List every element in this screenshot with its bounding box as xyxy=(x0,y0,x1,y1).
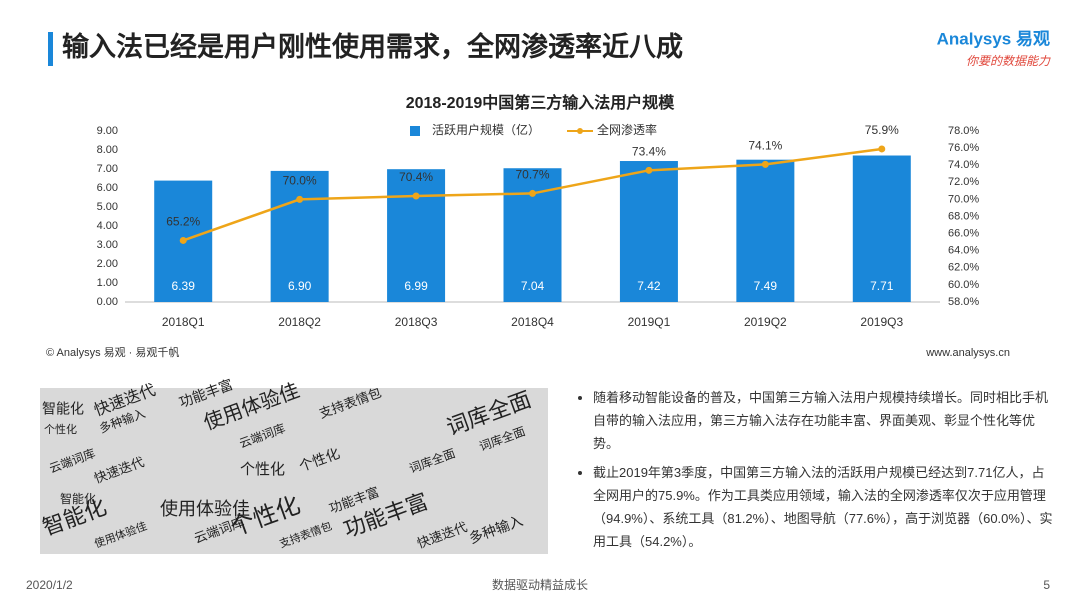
y2-tick-label: 66.0% xyxy=(948,228,979,240)
y-tick-label: 8.00 xyxy=(97,144,118,156)
line-point xyxy=(529,189,536,197)
y2-tick-label: 72.0% xyxy=(948,176,979,188)
line-value-label: 70.7% xyxy=(515,168,549,182)
x-tick-label: 2018Q2 xyxy=(278,315,321,329)
slide-title: 输入法已经是用户刚性使用需求，全网渗透率近八成 xyxy=(62,31,683,62)
y-tick-label: 1.00 xyxy=(97,277,118,289)
word-cloud-bg xyxy=(40,388,548,554)
page-number: 5 xyxy=(1043,578,1050,592)
x-tick-label: 2018Q3 xyxy=(395,315,438,329)
word-cloud-word: 使用体验佳 xyxy=(160,499,250,519)
x-tick-label: 2018Q4 xyxy=(511,315,554,329)
bar xyxy=(736,159,795,302)
y2-tick-label: 70.0% xyxy=(948,193,979,205)
line-point xyxy=(878,145,886,153)
line-point xyxy=(296,195,304,203)
line-value-label: 70.4% xyxy=(399,170,433,184)
y2-tick-label: 64.0% xyxy=(948,245,979,257)
line-point xyxy=(761,160,769,168)
legend-swatch xyxy=(410,126,420,136)
y2-tick-label: 62.0% xyxy=(948,262,979,274)
y2-tick-label: 76.0% xyxy=(948,142,979,154)
line-value-label: 73.4% xyxy=(632,145,666,159)
line-value-label: 65.2% xyxy=(166,215,200,229)
line-point xyxy=(179,236,187,244)
y2-tick-label: 78.0% xyxy=(948,125,979,137)
legend-swatch xyxy=(577,128,583,134)
bar xyxy=(852,155,911,302)
word-cloud-word: 个性化 xyxy=(240,461,285,478)
y-tick-label: 0.00 xyxy=(97,296,118,308)
bar xyxy=(619,161,678,302)
word-cloud-word: 个性化 xyxy=(44,422,77,436)
legend-label: 全网渗透率 xyxy=(597,122,657,137)
bar-value-label: 7.71 xyxy=(870,279,894,293)
bar-value-label: 7.04 xyxy=(521,279,545,293)
bar-value-label: 6.90 xyxy=(288,279,312,293)
line-value-label: 70.0% xyxy=(283,174,317,188)
word-cloud-word: 智能化 xyxy=(42,401,84,417)
line-point xyxy=(645,166,653,174)
logo: Analysys 易观 xyxy=(937,29,1050,48)
line-point xyxy=(412,192,420,200)
bullet: 随着移动智能设备的普及，中国第三方输入法用户规模持续增长。同时相比手机自带的输入… xyxy=(593,386,1053,455)
y2-tick-label: 68.0% xyxy=(948,210,979,222)
footer-date: 2020/1/2 xyxy=(26,578,73,592)
line-value-label: 74.1% xyxy=(748,139,782,153)
bar-value-label: 6.99 xyxy=(404,279,428,293)
bullet-list: 随着移动智能设备的普及，中国第三方输入法用户规模持续增长。同时相比手机自带的输入… xyxy=(575,386,1053,559)
bar-value-label: 7.42 xyxy=(637,279,661,293)
x-tick-label: 2019Q1 xyxy=(628,315,671,329)
bar-value-label: 7.49 xyxy=(754,279,778,293)
word-cloud-word: 智能化 xyxy=(60,491,96,506)
y-tick-label: 6.00 xyxy=(97,182,118,194)
website: www.analysys.cn xyxy=(925,347,1010,359)
line-value-label: 75.9% xyxy=(865,123,899,137)
footer-slogan: 数据驱动精益成长 xyxy=(492,577,588,592)
x-tick-label: 2018Q1 xyxy=(162,315,205,329)
bullet: 截止2019年第3季度，中国第三方输入法的活跃用户规模已经达到7.71亿人，占全… xyxy=(593,461,1053,553)
y-tick-label: 9.00 xyxy=(97,125,118,137)
bar xyxy=(387,169,446,302)
y-tick-label: 3.00 xyxy=(97,239,118,251)
chart-title: 2018-2019中国第三方输入法用户规模 xyxy=(406,93,676,112)
logo-slogan: 你要的数据能力 xyxy=(966,54,1051,68)
bar xyxy=(270,170,329,302)
x-tick-label: 2019Q3 xyxy=(860,315,903,329)
legend-label: 活跃用户规模（亿） xyxy=(432,122,540,137)
y-tick-label: 4.00 xyxy=(97,220,118,232)
bar-value-label: 6.39 xyxy=(172,279,196,293)
y-tick-label: 5.00 xyxy=(97,201,118,213)
title-accent xyxy=(48,32,53,66)
y2-tick-label: 58.0% xyxy=(948,296,979,308)
y2-tick-label: 74.0% xyxy=(948,159,979,171)
y-tick-label: 2.00 xyxy=(97,258,118,270)
x-tick-label: 2019Q2 xyxy=(744,315,787,329)
y2-tick-label: 60.0% xyxy=(948,279,979,291)
source: © Analysys 易观 · 易观千帆 xyxy=(46,345,179,359)
y-tick-label: 7.00 xyxy=(97,163,118,175)
